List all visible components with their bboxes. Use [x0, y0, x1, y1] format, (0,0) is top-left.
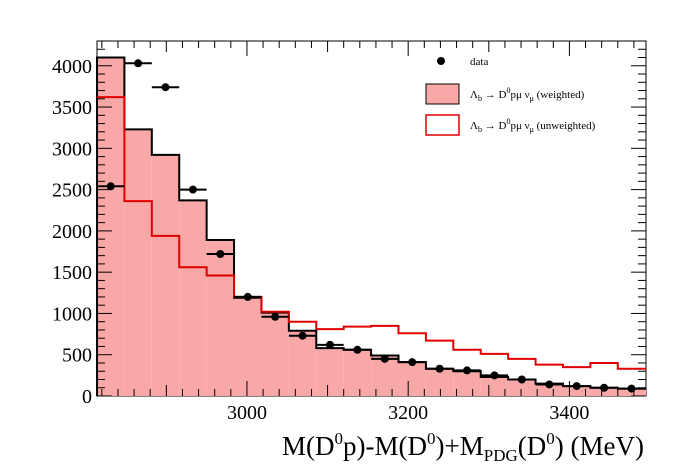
- legend-data-marker: [437, 57, 445, 65]
- x-tick-label: 3200: [388, 402, 428, 424]
- data-point: [517, 375, 526, 384]
- y-tick-label: 0: [82, 386, 92, 408]
- weighted-bar: [151, 154, 180, 396]
- legend-data-label: data: [470, 56, 488, 68]
- data-point: [353, 345, 362, 354]
- weighted-bar: [590, 387, 618, 396]
- weighted-bar: [179, 200, 207, 396]
- x-axis-title: M(D0p)-M(D0)+MPDG(D0) (MeV): [282, 429, 644, 465]
- y-tick-label: 3000: [52, 138, 92, 160]
- y-tick-label: 500: [62, 345, 92, 367]
- y-tick-label: 2500: [52, 180, 92, 202]
- y-tick-label: 1500: [52, 262, 92, 284]
- data-point: [545, 380, 554, 389]
- data-point: [435, 364, 444, 373]
- weighted-bar: [97, 57, 125, 396]
- data-point: [408, 358, 417, 367]
- y-tick-label: 1000: [52, 303, 92, 325]
- data-point: [161, 83, 170, 92]
- legend-weighted-label: Λb → D0pμ νμ (weighted): [470, 86, 585, 103]
- legend-weighted-swatch: [425, 83, 460, 105]
- x-tick-label: 3000: [227, 402, 267, 424]
- unweighted-histogram: [97, 96, 646, 370]
- data-point: [325, 340, 334, 349]
- data-point: [572, 382, 581, 391]
- x-tick-label: 3400: [549, 402, 589, 424]
- weighted-bar: [480, 377, 509, 396]
- data-points: [97, 59, 646, 393]
- data-point: [298, 331, 307, 340]
- axes: 0 500 1000 1500 2000 2500 3000 3500 4000 3000 3200…: [52, 41, 646, 424]
- weighted-bar: [316, 348, 344, 396]
- weighted-bar: [261, 312, 289, 396]
- unweighted-step-line: [97, 96, 646, 370]
- weighted-bar: [234, 297, 262, 396]
- weighted-histogram: [96, 56, 646, 396]
- weighted-bar: [343, 349, 372, 396]
- weighted-bar: [425, 368, 454, 396]
- legend-unweighted-swatch: [425, 114, 460, 136]
- data-point: [463, 366, 472, 375]
- weighted-bar: [508, 379, 536, 396]
- weighted-bar: [535, 383, 563, 396]
- data-point: [243, 292, 252, 301]
- weighted-bar: [124, 129, 152, 396]
- data-point: [106, 182, 115, 191]
- legend: data Λb → D0pμ νμ (weighted) Λb → D0pμ ν…: [425, 56, 596, 136]
- data-point: [188, 185, 197, 194]
- data-point: [380, 354, 389, 363]
- legend-unweighted-label: Λb → D0pμ νμ (unweighted): [470, 117, 596, 134]
- y-tick-label: 3500: [52, 97, 92, 119]
- weighted-bar: [288, 330, 317, 396]
- y-tick-label: 2000: [52, 221, 92, 243]
- data-point: [490, 371, 499, 380]
- data-point: [216, 250, 225, 258]
- y-tick-label: 4000: [52, 56, 92, 78]
- weighted-bar: [398, 362, 426, 396]
- data-point: [134, 59, 143, 68]
- weighted-bar: [453, 371, 481, 396]
- data-point: [271, 312, 280, 321]
- weighted-bar: [562, 386, 591, 396]
- weighted-bar: [206, 239, 235, 396]
